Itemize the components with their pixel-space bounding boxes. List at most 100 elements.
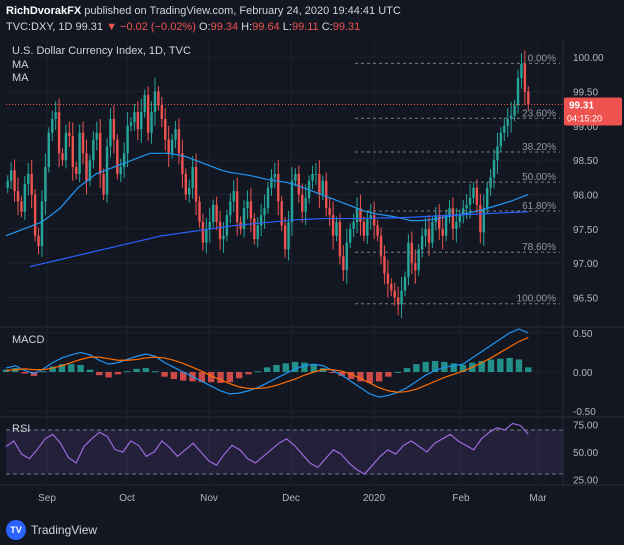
author-name[interactable]: RichDvorakFX — [6, 5, 82, 17]
published-text: published on TradingView.com, February 2… — [84, 5, 401, 17]
candle-body-37 — [133, 112, 136, 123]
x-tick-label-0: Sep — [38, 493, 56, 504]
fib-level-label-2: 38.20% — [522, 142, 556, 153]
candle-body-147 — [509, 115, 513, 119]
macd-y-tick-1: 0.00 — [573, 368, 593, 379]
candle-body-75 — [263, 208, 266, 216]
macd-histogram-bar-43 — [403, 368, 411, 372]
macd-histogram-bar-17 — [161, 372, 168, 377]
candle-body-116 — [403, 276, 407, 291]
macd-histogram-bar-5 — [49, 366, 56, 372]
candle-body-74 — [259, 215, 263, 226]
candle-body-115 — [400, 290, 403, 305]
candle-body-18 — [68, 132, 71, 137]
candle-body-119 — [414, 263, 417, 271]
rsi-line — [5, 422, 529, 475]
candle-body-9 — [37, 235, 40, 247]
indicator-legend-1: MA — [12, 72, 29, 84]
rsi-y-tick-0: 75.00 — [573, 421, 598, 432]
candle-body-130 — [451, 208, 455, 229]
candle-body-112 — [390, 283, 393, 291]
macd-histogram-bar-12 — [114, 372, 122, 375]
macd-histogram-bar-37 — [347, 372, 355, 380]
candle-body-66 — [232, 191, 235, 202]
macd-histogram-bar-44 — [413, 364, 420, 372]
candle-body-16 — [61, 153, 64, 161]
macd-histogram-bar-54 — [506, 357, 513, 372]
candle-body-141 — [489, 177, 492, 188]
fib-level-label-1: 23.60% — [522, 108, 556, 119]
macd-histogram-bar-29 — [273, 364, 280, 372]
open-value: 99.34 — [210, 21, 239, 33]
candle-body-28 — [102, 173, 105, 195]
macd-histogram-bar-8 — [77, 364, 84, 372]
last-price: 99.31 — [75, 21, 104, 33]
candle-body-129 — [448, 208, 451, 216]
candle-body-42 — [150, 112, 153, 133]
macd-pane-title: MACD — [12, 334, 44, 346]
candle-body-17 — [64, 132, 68, 161]
fib-level-label-6: 100.00% — [517, 294, 557, 305]
x-tick-label-4: 2020 — [363, 493, 386, 504]
candle-body-39 — [140, 112, 143, 130]
macd-histogram-bar-39 — [366, 372, 373, 383]
macd-histogram-bar-22 — [207, 372, 215, 383]
indicator-legend-0: MA — [12, 59, 29, 71]
candle-body-150 — [520, 64, 523, 78]
candle-body-46 — [164, 118, 167, 140]
macd-histogram-bar-45 — [422, 361, 429, 372]
x-tick-label-5: Feb — [452, 493, 470, 504]
macd-histogram-bar-10 — [96, 372, 103, 376]
candle-body-121 — [420, 235, 424, 250]
candle-body-3 — [16, 191, 20, 202]
candle-body-100 — [348, 228, 352, 243]
candle-body-12 — [47, 132, 51, 168]
candle-body-27 — [98, 132, 102, 174]
candle-body-77 — [270, 177, 273, 188]
macd-histogram-bar-36 — [338, 372, 345, 376]
candle-body-95 — [331, 215, 335, 236]
candle-body-108 — [376, 225, 379, 236]
macd-line — [5, 328, 529, 398]
high-value: 99.64 — [252, 21, 280, 33]
y-tick-label-7: 96.50 — [573, 294, 598, 305]
candle-body-80 — [280, 201, 283, 226]
candle-body-10 — [40, 201, 44, 247]
candle-body-136 — [472, 187, 475, 198]
candle-body-83 — [290, 180, 294, 222]
chart-area[interactable]: Sep Oct Nov Dec 2020 Feb Mar 100.00 99.50 99.00 98… — [0, 38, 624, 515]
candle-body-152 — [527, 91, 530, 105]
open-label: O: — [198, 21, 211, 33]
macd-histogram-bar-51 — [478, 361, 485, 372]
macd-histogram-bar-52 — [487, 359, 495, 372]
candle-body-5 — [23, 184, 27, 212]
candle-body-2 — [13, 170, 16, 192]
candle-body-140 — [485, 187, 489, 209]
macd-histogram-bar-42 — [394, 372, 401, 373]
macd-histogram-bar-15 — [142, 368, 150, 372]
candle-body-90 — [314, 173, 318, 175]
price-pane-title: U.S. Dollar Currency Index, 1D, TVC — [12, 45, 191, 57]
candle-body-111 — [386, 273, 390, 284]
candle-body-58 — [205, 228, 208, 243]
macd-histogram-bar-30 — [282, 363, 290, 372]
last-price-badge — [564, 97, 622, 126]
footer-bar: TV TradingView — [0, 515, 624, 545]
candle-body-105 — [366, 218, 369, 236]
macd-histogram-bar-32 — [301, 362, 308, 372]
fib-level-label-0: 0.00% — [528, 53, 556, 64]
candle-body-135 — [468, 197, 472, 205]
candle-body-126 — [438, 215, 441, 229]
candle-body-109 — [379, 235, 383, 257]
rsi-y-tick-1: 50.00 — [573, 448, 598, 459]
footer-brand: TradingView — [31, 523, 98, 537]
candle-body-32 — [116, 139, 119, 174]
macd-histogram-bar-21 — [198, 372, 206, 383]
candle-body-86 — [301, 194, 304, 212]
x-tick-label-1: Oct — [119, 493, 135, 504]
macd-signal-line — [5, 337, 529, 393]
candle-body-19 — [71, 136, 74, 168]
macd-histogram-bar-13 — [124, 371, 131, 373]
candle-body-84 — [294, 173, 297, 181]
symbol-label: TVC:DXY, 1D — [6, 21, 73, 33]
